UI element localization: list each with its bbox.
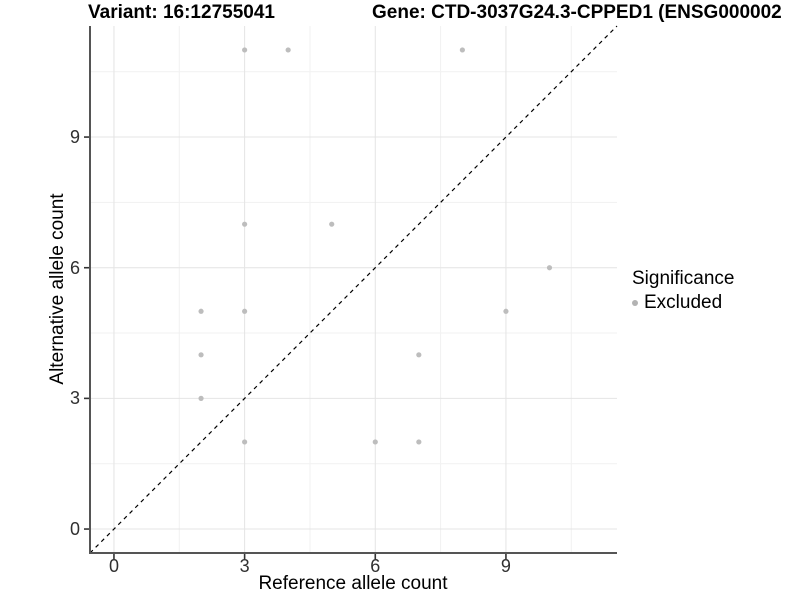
gene-title: Gene: CTD-3037G24.3-CPPED1 (ENSG000002 <box>372 2 782 23</box>
x-tick-label: 0 <box>108 556 119 576</box>
data-point <box>546 265 553 271</box>
x-tick-label: 9 <box>500 556 511 576</box>
excluded-point-icon <box>632 300 638 306</box>
data-point <box>329 221 335 227</box>
data-point <box>416 439 422 445</box>
data-point <box>503 308 509 314</box>
y-axis-title: Alternative allele count <box>47 193 68 385</box>
legend-title: Significance <box>632 268 735 289</box>
legend-item-label: Excluded <box>644 292 723 313</box>
data-point <box>198 308 204 314</box>
identity-line <box>89 25 618 554</box>
x-axis-title: Reference allele count <box>258 573 448 594</box>
data-point <box>416 352 422 358</box>
y-tick-label: 0 <box>69 519 80 540</box>
y-tick-label: 9 <box>69 127 80 148</box>
data-point <box>242 221 248 227</box>
variant-title: Variant: 16:12755041 <box>88 2 275 23</box>
data-point <box>372 439 378 445</box>
y-tick-label: 3 <box>69 388 80 409</box>
data-point <box>285 47 291 53</box>
data-point <box>242 308 248 314</box>
y-tick-label: 6 <box>69 257 80 278</box>
legend-item-excluded: Excluded <box>632 292 734 314</box>
x-tick-label: 3 <box>239 556 250 576</box>
data-point <box>198 395 204 401</box>
data-point <box>198 352 204 358</box>
data-point <box>242 439 248 445</box>
legend: Significance Excluded <box>632 268 734 314</box>
x-tick-label: 6 <box>370 556 381 576</box>
data-point <box>459 47 465 53</box>
data-point <box>242 47 248 53</box>
